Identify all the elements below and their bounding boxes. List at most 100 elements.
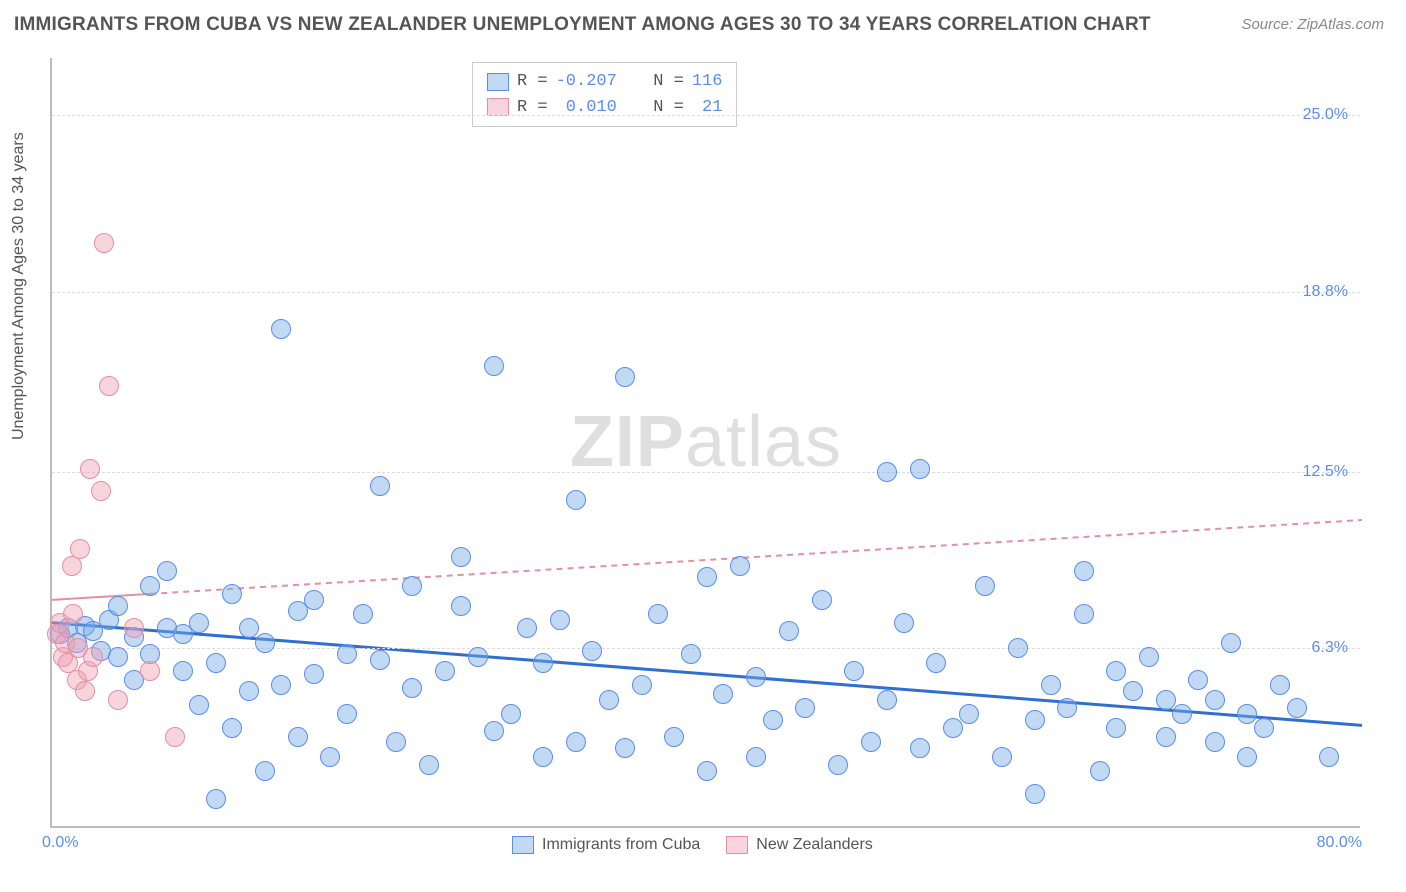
data-point bbox=[943, 718, 963, 738]
data-point bbox=[140, 576, 160, 596]
data-point bbox=[271, 675, 291, 695]
n-value: 116 bbox=[692, 69, 723, 95]
data-point bbox=[615, 367, 635, 387]
data-point bbox=[337, 704, 357, 724]
data-point bbox=[697, 567, 717, 587]
data-point bbox=[189, 695, 209, 715]
data-point bbox=[566, 732, 586, 752]
data-point bbox=[370, 650, 390, 670]
data-point bbox=[501, 704, 521, 724]
grid-line bbox=[52, 648, 1360, 649]
data-point bbox=[1106, 718, 1126, 738]
chart-title: IMMIGRANTS FROM CUBA VS NEW ZEALANDER UN… bbox=[14, 14, 1151, 36]
data-point bbox=[386, 732, 406, 752]
r-value: 0.010 bbox=[556, 95, 617, 121]
data-point bbox=[124, 618, 144, 638]
data-point bbox=[697, 761, 717, 781]
data-point bbox=[255, 633, 275, 653]
data-point bbox=[763, 710, 783, 730]
data-point bbox=[435, 661, 455, 681]
data-point bbox=[304, 590, 324, 610]
data-point bbox=[1008, 638, 1028, 658]
legend-label: Immigrants from Cuba bbox=[542, 836, 700, 854]
grid-line bbox=[52, 292, 1360, 293]
data-point bbox=[910, 459, 930, 479]
watermark-atlas: atlas bbox=[685, 402, 842, 482]
n-value: 21 bbox=[692, 95, 723, 121]
y-tick-label: 12.5% bbox=[1303, 463, 1348, 481]
data-point bbox=[255, 761, 275, 781]
data-point bbox=[271, 319, 291, 339]
data-point bbox=[75, 681, 95, 701]
data-point bbox=[1254, 718, 1274, 738]
data-point bbox=[402, 576, 422, 596]
data-point bbox=[1221, 633, 1241, 653]
legend-row: R = 0.010 N = 21 bbox=[487, 95, 722, 121]
source-attribution: Source: ZipAtlas.com bbox=[1241, 16, 1384, 33]
data-point bbox=[730, 556, 750, 576]
n-label: N = bbox=[653, 69, 684, 95]
data-point bbox=[83, 647, 103, 667]
data-point bbox=[239, 618, 259, 638]
data-point bbox=[615, 738, 635, 758]
data-point bbox=[1041, 675, 1061, 695]
data-point bbox=[632, 675, 652, 695]
data-point bbox=[165, 727, 185, 747]
data-point bbox=[1025, 710, 1045, 730]
data-point bbox=[910, 738, 930, 758]
series-legend: Immigrants from Cuba New Zealanders bbox=[512, 836, 873, 854]
data-point bbox=[861, 732, 881, 752]
data-point bbox=[140, 661, 160, 681]
data-point bbox=[108, 690, 128, 710]
x-tick-min: 0.0% bbox=[42, 834, 78, 852]
chart-container: IMMIGRANTS FROM CUBA VS NEW ZEALANDER UN… bbox=[0, 0, 1406, 892]
data-point bbox=[1270, 675, 1290, 695]
data-point bbox=[451, 596, 471, 616]
data-point bbox=[62, 556, 82, 576]
data-point bbox=[648, 604, 668, 624]
data-point bbox=[795, 698, 815, 718]
data-point bbox=[533, 747, 553, 767]
series-legend-item: Immigrants from Cuba bbox=[512, 836, 700, 854]
data-point bbox=[337, 644, 357, 664]
legend-swatch bbox=[487, 98, 509, 116]
data-point bbox=[975, 576, 995, 596]
data-point bbox=[713, 684, 733, 704]
grid-line bbox=[52, 472, 1360, 473]
data-point bbox=[1156, 727, 1176, 747]
data-point bbox=[1057, 698, 1077, 718]
legend-swatch bbox=[512, 836, 534, 854]
data-point bbox=[779, 621, 799, 641]
data-point bbox=[157, 561, 177, 581]
data-point bbox=[550, 610, 570, 630]
data-point bbox=[108, 596, 128, 616]
data-point bbox=[468, 647, 488, 667]
data-point bbox=[80, 459, 100, 479]
data-point bbox=[1205, 690, 1225, 710]
data-point bbox=[959, 704, 979, 724]
data-point bbox=[566, 490, 586, 510]
data-point bbox=[599, 690, 619, 710]
data-point bbox=[222, 584, 242, 604]
series-legend-item: New Zealanders bbox=[726, 836, 873, 854]
data-point bbox=[1287, 698, 1307, 718]
data-point bbox=[1025, 784, 1045, 804]
data-point bbox=[1074, 604, 1094, 624]
y-tick-label: 6.3% bbox=[1312, 639, 1348, 657]
data-point bbox=[877, 462, 897, 482]
data-point bbox=[484, 356, 504, 376]
data-point bbox=[1237, 704, 1257, 724]
data-point bbox=[1172, 704, 1192, 724]
data-point bbox=[353, 604, 373, 624]
data-point bbox=[99, 376, 119, 396]
n-label: N = bbox=[653, 95, 684, 121]
data-point bbox=[239, 681, 259, 701]
data-point bbox=[173, 661, 193, 681]
data-point bbox=[108, 647, 128, 667]
data-point bbox=[1090, 761, 1110, 781]
data-point bbox=[1205, 732, 1225, 752]
data-point bbox=[1106, 661, 1126, 681]
data-point bbox=[681, 644, 701, 664]
data-point bbox=[1188, 670, 1208, 690]
r-label: R = bbox=[517, 95, 548, 121]
